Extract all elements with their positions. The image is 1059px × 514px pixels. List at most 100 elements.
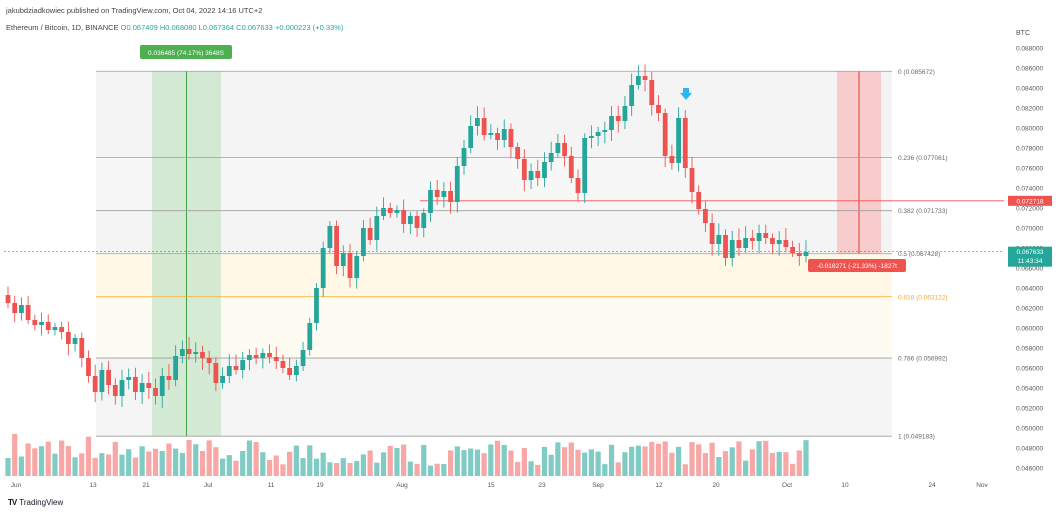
candle-body	[159, 376, 165, 396]
candle-body	[743, 238, 749, 248]
candle-body	[555, 143, 561, 153]
candle-body	[441, 191, 447, 197]
candle-body	[401, 210, 407, 224]
y-tick-label: 0.064000	[1016, 286, 1043, 293]
volume-bar	[52, 453, 58, 476]
candle-body	[689, 168, 695, 192]
fib-label: 1 (0.049183)	[898, 434, 935, 441]
volume-bar	[454, 446, 460, 476]
y-tick-label: 0.050000	[1016, 426, 1043, 433]
volume-bar	[354, 461, 360, 476]
candle-body	[629, 85, 635, 106]
candle-body	[421, 213, 427, 228]
measure-up-label: 0.036485 (74.17%) 3648S	[148, 50, 225, 57]
volume-bar	[481, 453, 487, 476]
candle-body	[92, 376, 98, 392]
volume-bar	[105, 454, 112, 476]
candle-body	[589, 136, 594, 138]
volume-bar	[595, 451, 601, 476]
candle-body	[770, 238, 775, 244]
volume-bar	[199, 450, 206, 476]
volume-bar	[488, 444, 494, 476]
volume-bar	[461, 450, 467, 476]
brand-footer[interactable]: TV TradingView	[8, 498, 63, 507]
volume-bar	[32, 448, 38, 476]
candle-body	[126, 377, 132, 380]
y-tick-label: 0.080000	[1016, 126, 1043, 133]
x-tick-label: 12	[655, 482, 663, 489]
y-tick-label: 0.056000	[1016, 366, 1043, 373]
x-tick-label: 11	[268, 482, 275, 489]
volume-bar	[233, 460, 239, 476]
candle-body	[112, 385, 118, 396]
measure-up-label-box	[140, 45, 232, 59]
volume-bar	[702, 453, 709, 476]
volume-bar	[749, 449, 755, 476]
y-tick-label: 0.078000	[1016, 146, 1043, 153]
y-tick-label: 0.058000	[1016, 346, 1043, 353]
candle-body	[106, 370, 111, 385]
fib-label: 0.618 (0.063122)	[898, 294, 948, 301]
y-tick-label: 0.054000	[1016, 386, 1043, 393]
volume-bar	[333, 463, 340, 476]
volume-bar	[803, 440, 809, 476]
volume-bar	[307, 445, 313, 476]
candle-body	[260, 353, 266, 358]
volume-bar	[132, 457, 139, 476]
x-tick-label: 13	[89, 482, 97, 489]
candle-body	[434, 190, 440, 197]
volume-bar	[608, 444, 615, 476]
candle-body	[709, 223, 715, 244]
candle-body	[32, 320, 38, 325]
measure-down-label: -0.018271 (-21.33%) -1827t	[817, 263, 897, 270]
volume-bar	[662, 441, 668, 476]
volume-bar	[722, 451, 729, 476]
candle-body	[461, 148, 467, 166]
candle-body	[12, 303, 18, 313]
candle-body	[582, 138, 588, 193]
volume-bar	[38, 446, 45, 476]
candle-body	[240, 360, 246, 370]
candle-body	[361, 228, 366, 256]
candle-body	[542, 162, 547, 178]
candle-body	[146, 383, 152, 388]
volume-bar	[179, 452, 185, 476]
volume-bar	[65, 446, 71, 476]
volume-bar	[575, 449, 581, 476]
candle-body	[723, 235, 728, 258]
candle-body	[354, 256, 360, 278]
candle-body	[193, 352, 199, 354]
candle-body	[253, 355, 259, 358]
symbol-name[interactable]: Ethereum / Bitcoin, 1D, BINANCE	[6, 23, 119, 32]
candle-body	[501, 129, 507, 140]
volume-bar	[783, 452, 789, 476]
volume-bar	[582, 452, 588, 476]
y-tick-label: 0.052000	[1016, 406, 1043, 413]
candle-body	[669, 156, 675, 163]
volume-bar	[186, 440, 192, 476]
volume-bar	[602, 464, 608, 476]
volume-bar	[173, 448, 179, 476]
candle-body	[327, 226, 333, 248]
candle-body	[407, 216, 413, 224]
candle-body	[756, 233, 762, 241]
volume-bar	[716, 457, 722, 476]
candle-body	[307, 323, 313, 350]
volume-bar	[743, 460, 749, 476]
volume-bar	[508, 450, 514, 476]
candle-body	[166, 376, 172, 380]
candle-body	[99, 370, 105, 392]
candle-body	[79, 338, 85, 358]
y-tick-label: 0.074000	[1016, 186, 1043, 193]
candle-body	[280, 361, 286, 368]
price-label: 0.067633	[1016, 249, 1043, 256]
volume-bar	[152, 448, 159, 476]
price-label: 0.072718	[1016, 198, 1043, 205]
candle-body	[736, 240, 742, 248]
fib-label: 0.5 (0.067428)	[898, 251, 940, 258]
price-label-box	[1008, 195, 1052, 206]
volume-bar	[474, 449, 481, 476]
y-tick-label: 0.084000	[1016, 86, 1043, 93]
candle-body	[86, 358, 91, 376]
